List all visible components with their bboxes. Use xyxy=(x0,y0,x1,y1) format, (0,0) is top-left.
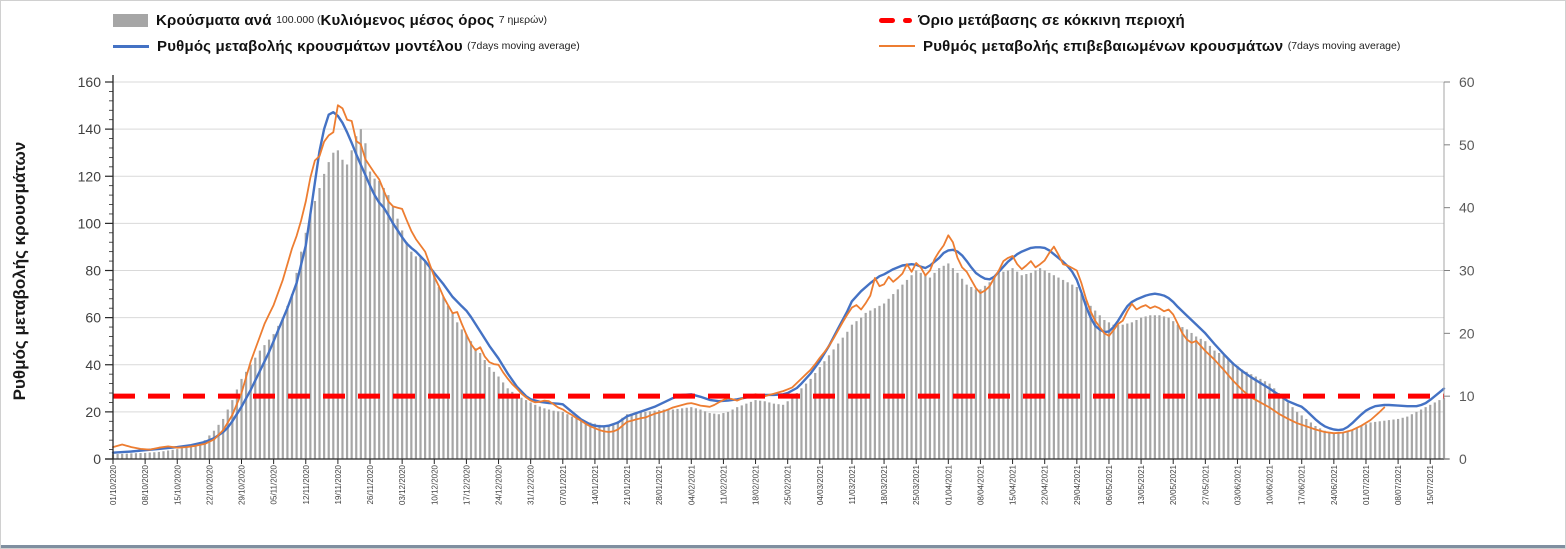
svg-text:10/12/2020: 10/12/2020 xyxy=(430,464,439,505)
legend-label-small: 100.000 ( xyxy=(276,14,321,26)
svg-text:13/05/2021: 13/05/2021 xyxy=(1137,464,1146,505)
legend-label: Κυλιόμενος μέσος όρος xyxy=(320,11,499,29)
svg-text:28/01/2021: 28/01/2021 xyxy=(655,464,664,505)
svg-text:25/02/2021: 25/02/2021 xyxy=(784,464,793,505)
svg-text:20: 20 xyxy=(1459,325,1475,341)
svg-text:24/12/2020: 24/12/2020 xyxy=(495,464,504,505)
svg-text:100: 100 xyxy=(78,215,102,231)
legend-label: Ρυθμός μεταβολής επιβεβαιωμένων κρουσμάτ… xyxy=(923,37,1288,55)
svg-text:Ρυθμός μεταβολής κρουσμάτων: Ρυθμός μεταβολής κρουσμάτων xyxy=(10,142,29,401)
svg-text:30: 30 xyxy=(1459,263,1475,279)
gridlines xyxy=(113,81,1444,413)
svg-text:17/06/2021: 17/06/2021 xyxy=(1298,464,1307,505)
svg-text:01/04/2021: 01/04/2021 xyxy=(944,464,953,505)
legend-label-small: (7days moving average) xyxy=(467,40,580,52)
svg-text:40: 40 xyxy=(85,357,101,373)
model-line-swatch-icon xyxy=(113,44,149,48)
bars-series xyxy=(111,129,1446,460)
svg-text:15/04/2021: 15/04/2021 xyxy=(1009,464,1018,505)
svg-text:21/01/2021: 21/01/2021 xyxy=(623,464,632,505)
svg-text:27/05/2021: 27/05/2021 xyxy=(1201,464,1210,505)
legend-label: Όριο μετάβασης σε κόκκινη περιοχή xyxy=(918,11,1185,29)
svg-text:120: 120 xyxy=(78,168,102,184)
svg-text:15/07/2021: 15/07/2021 xyxy=(1426,464,1435,505)
svg-text:17/12/2020: 17/12/2020 xyxy=(462,464,471,505)
x-tick-labels: 01/10/2020 08/10/2020 15/10/2020 22/10/2020… xyxy=(109,464,1435,505)
svg-text:26/11/2020: 26/11/2020 xyxy=(366,464,375,504)
legend-item-threshold: Όριο μετάβασης σε κόκκινη περιοχή xyxy=(879,8,1185,32)
axis-ticks xyxy=(105,81,1450,464)
svg-text:50: 50 xyxy=(1459,137,1475,153)
svg-text:25/03/2021: 25/03/2021 xyxy=(912,464,921,505)
svg-text:18/03/2021: 18/03/2021 xyxy=(880,464,889,505)
right-axis-labels: 0 10 20 30 40 50 60 xyxy=(1459,74,1475,467)
model-line-series xyxy=(111,110,1446,454)
svg-text:06/05/2021: 06/05/2021 xyxy=(1105,464,1114,505)
svg-text:22/04/2021: 22/04/2021 xyxy=(1041,464,1050,505)
y-axis-title: Ρυθμός μεταβολής κρουσμάτων xyxy=(10,142,29,401)
svg-text:07/01/2021: 07/01/2021 xyxy=(559,464,568,505)
svg-text:20: 20 xyxy=(85,404,101,420)
svg-text:12/11/2020: 12/11/2020 xyxy=(302,464,311,504)
svg-text:19/11/2020: 19/11/2020 xyxy=(334,464,343,504)
svg-text:140: 140 xyxy=(78,121,102,137)
svg-text:15/10/2020: 15/10/2020 xyxy=(173,464,182,505)
svg-text:08/04/2021: 08/04/2021 xyxy=(976,464,985,505)
svg-text:01/10/2020: 01/10/2020 xyxy=(109,464,118,505)
svg-text:05/11/2020: 05/11/2020 xyxy=(270,464,279,504)
legend-label-small: 7 ημερών) xyxy=(498,14,548,26)
svg-text:29/10/2020: 29/10/2020 xyxy=(238,464,247,505)
confirmed-line-series xyxy=(112,104,1386,451)
svg-text:14/01/2021: 14/01/2021 xyxy=(591,464,600,505)
legend-label-small: (7days moving average) xyxy=(1287,40,1401,52)
svg-text:40: 40 xyxy=(1459,200,1475,216)
svg-text:01/07/2021: 01/07/2021 xyxy=(1362,464,1371,505)
svg-text:20/05/2021: 20/05/2021 xyxy=(1169,464,1178,505)
svg-text:04/03/2021: 04/03/2021 xyxy=(816,464,825,505)
threshold-swatch-icon xyxy=(879,17,912,23)
legend-item-confirmed-line: Ρυθμός μεταβολής επιβεβαιωμένων κρουσμάτ… xyxy=(879,34,1400,58)
svg-text:80: 80 xyxy=(85,263,101,279)
left-axis-labels: 0 20 40 60 80 100 120 140 160 xyxy=(78,74,102,467)
svg-text:03/06/2021: 03/06/2021 xyxy=(1233,464,1242,505)
legend-item-model-line: Ρυθμός μεταβολής κρουσμάτων μοντέλου (7d… xyxy=(113,34,580,58)
svg-text:10/06/2021: 10/06/2021 xyxy=(1266,464,1275,505)
svg-text:60: 60 xyxy=(1459,74,1475,90)
svg-text:11/03/2021: 11/03/2021 xyxy=(848,464,857,504)
bottom-border-bar xyxy=(1,545,1565,548)
svg-text:22/10/2020: 22/10/2020 xyxy=(205,464,214,505)
svg-text:08/10/2020: 08/10/2020 xyxy=(141,464,150,505)
confirmed-line-swatch-icon xyxy=(879,45,915,47)
legend-item-cases-bars: Κρούσματα ανά 100.000 (Κυλιόμενος μέσος … xyxy=(113,8,547,32)
svg-text:0: 0 xyxy=(93,451,101,467)
svg-text:31/12/2020: 31/12/2020 xyxy=(527,464,536,505)
svg-text:60: 60 xyxy=(85,310,101,326)
svg-text:29/04/2021: 29/04/2021 xyxy=(1073,464,1082,505)
svg-text:10: 10 xyxy=(1459,388,1475,404)
svg-text:24/06/2021: 24/06/2021 xyxy=(1330,464,1339,505)
legend-label: Κρούσματα ανά xyxy=(156,11,277,29)
svg-text:04/02/2021: 04/02/2021 xyxy=(687,464,696,505)
svg-text:08/07/2021: 08/07/2021 xyxy=(1394,464,1403,505)
bars-swatch-icon xyxy=(113,13,148,27)
svg-text:0: 0 xyxy=(1459,451,1467,467)
svg-text:11/02/2021: 11/02/2021 xyxy=(719,464,728,504)
svg-text:160: 160 xyxy=(78,74,102,90)
svg-text:03/12/2020: 03/12/2020 xyxy=(398,464,407,505)
legend-label: Ρυθμός μεταβολής κρουσμάτων μοντέλου xyxy=(157,37,468,55)
svg-text:18/02/2021: 18/02/2021 xyxy=(752,464,761,505)
